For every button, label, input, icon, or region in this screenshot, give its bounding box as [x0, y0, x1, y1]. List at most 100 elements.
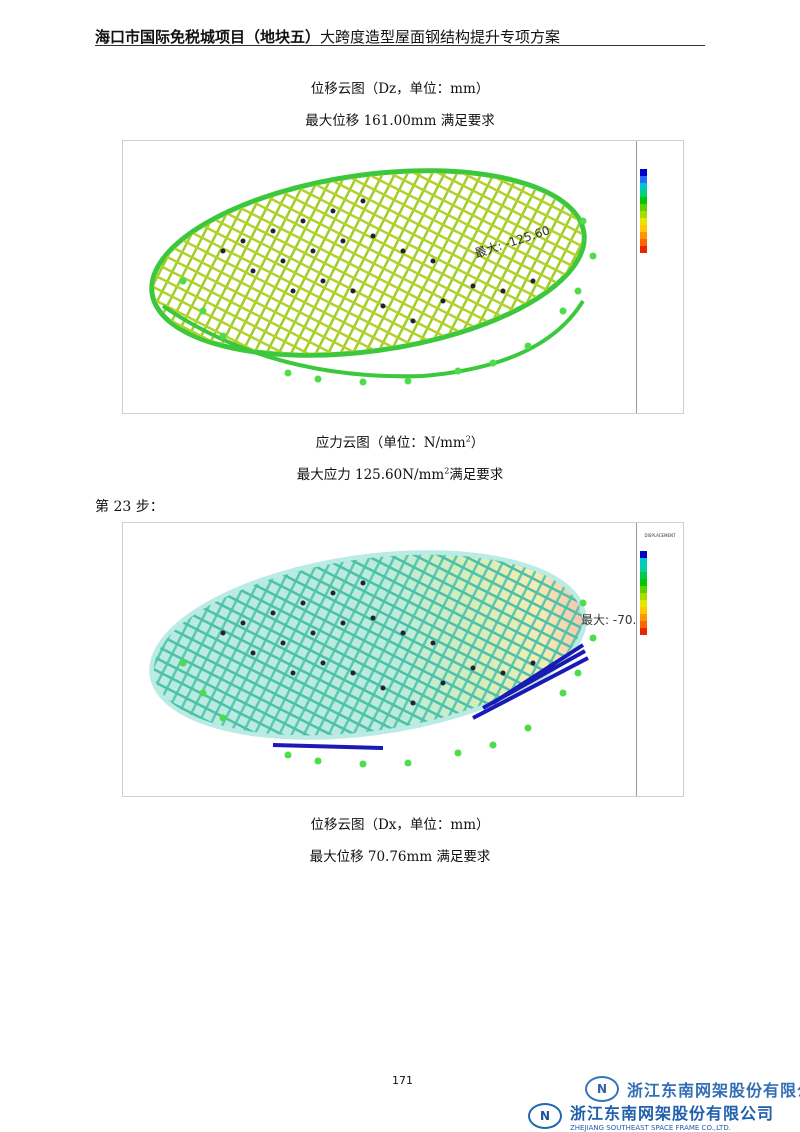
- lifting-point: [290, 670, 296, 676]
- max-value-label: 最大: -70.7: [581, 613, 644, 627]
- lifting-point: [370, 233, 376, 239]
- legend-swatch: [640, 218, 647, 225]
- lifting-point: [380, 303, 386, 309]
- legend-swatch: [640, 246, 647, 253]
- lifting-point: [250, 650, 256, 656]
- lifting-point: [350, 670, 356, 676]
- logo-mark-icon: N: [528, 1103, 562, 1129]
- support-node: [314, 375, 322, 383]
- legend-swatch: [640, 169, 647, 176]
- legend-swatch: [640, 565, 647, 572]
- support-node: [489, 741, 497, 749]
- lifting-point: [330, 590, 336, 596]
- support-node: [589, 634, 597, 642]
- caption-text-end: 满足要求: [449, 467, 504, 483]
- caption-text-end: ）: [470, 435, 485, 451]
- legend-swatch: [640, 628, 647, 635]
- lifting-point: [470, 283, 476, 289]
- legend-swatch: [640, 204, 647, 211]
- support-nodes: [179, 198, 597, 386]
- legend-swatch: [640, 586, 647, 593]
- caption-sup: 2: [444, 466, 450, 476]
- caption-max-displacement-1: 最大位移 161.00mm 满足要求: [305, 113, 495, 129]
- lifting-point: [240, 620, 246, 626]
- lifting-point: [360, 198, 366, 204]
- lifting-point: [440, 298, 446, 304]
- legend-swatch: [640, 190, 647, 197]
- support-node: [179, 659, 187, 667]
- lifting-point: [410, 700, 416, 706]
- lifting-point: [290, 288, 296, 294]
- support-node: [219, 332, 227, 340]
- lifting-point: [360, 580, 366, 586]
- support-node: [559, 689, 567, 697]
- legend-swatch: [640, 572, 647, 579]
- caption-text: 最大应力 125.60N/mm: [296, 467, 445, 483]
- lifting-point: [280, 640, 286, 646]
- legend-swatch: [640, 558, 647, 565]
- support-node: [404, 759, 412, 767]
- support-node: [524, 342, 532, 350]
- caption-dx: 位移云图（Dx，单位：mm）: [310, 817, 490, 833]
- lifting-point: [320, 278, 326, 284]
- lifting-point: [400, 630, 406, 636]
- support-node: [524, 724, 532, 732]
- legend-swatch: [640, 211, 647, 218]
- lifting-point: [310, 630, 316, 636]
- header-title-bold: 海口市国际免税城项目（地块五）: [95, 28, 321, 46]
- displacement-contour-figure: 最大: -70.7 DISPLACEMENT: [122, 522, 684, 797]
- lifting-point: [310, 248, 316, 254]
- color-legend: DISPLACEMENT: [636, 523, 683, 796]
- legend-swatch: [640, 579, 647, 586]
- caption-dz: 位移云图（Dz，单位：mm）: [310, 81, 490, 97]
- company-name-cn: 浙江东南网架股份有限公司: [570, 1104, 775, 1123]
- legend-swatch: [640, 593, 647, 600]
- legend-swatch: [640, 183, 647, 190]
- lifting-point: [530, 278, 536, 284]
- support-node: [359, 378, 367, 386]
- lifting-point: [280, 258, 286, 264]
- lifting-point: [220, 630, 226, 636]
- lifting-point: [470, 665, 476, 671]
- support-node: [314, 757, 322, 765]
- legend-color-bars: [640, 169, 647, 253]
- lifting-point: [430, 258, 436, 264]
- stress-contour-figure: 最大: -125.60: [122, 140, 684, 414]
- roof-model-stress: [149, 168, 597, 386]
- caption-max-displacement-2: 最大位移 70.76mm 满足要求: [309, 849, 491, 865]
- lifting-point: [370, 615, 376, 621]
- lifting-point: [340, 620, 346, 626]
- caption-stress: 应力云图（单位：N/mm2）: [0, 431, 800, 452]
- lifting-point: [500, 670, 506, 676]
- caption-text: 应力云图（单位：N/mm: [315, 435, 466, 451]
- header-title-rest: 大跨度造型屋面钢结构提升专项方案: [320, 28, 561, 46]
- legend-title: DISPLACEMENT: [644, 533, 676, 538]
- lifting-point: [430, 640, 436, 646]
- support-node: [359, 760, 367, 768]
- support-node: [489, 359, 497, 367]
- page-header: 海口市国际免税城项目（地块五）大跨度造型屋面钢结构提升专项方案: [95, 26, 705, 46]
- lifting-point: [270, 610, 276, 616]
- lifting-point: [240, 238, 246, 244]
- support-node: [179, 277, 187, 285]
- legend-swatch: [640, 197, 647, 204]
- lifting-point: [410, 318, 416, 324]
- support-node: [199, 307, 207, 315]
- support-node: [559, 307, 567, 315]
- company-name-cn: 浙江东南网架股份有限公司: [627, 1081, 800, 1100]
- legend-swatch: [640, 600, 647, 607]
- lifting-point: [340, 238, 346, 244]
- legend-swatch: [640, 176, 647, 183]
- company-logo-back: N 浙江东南网架股份有限公司: [585, 1076, 800, 1102]
- legend-swatch: [640, 607, 647, 614]
- lifting-point: [250, 268, 256, 274]
- support-node: [574, 287, 582, 295]
- legend-swatch: [640, 614, 647, 621]
- lifting-point: [440, 680, 446, 686]
- lifting-point: [330, 208, 336, 214]
- logo-mark-icon: N: [585, 1076, 619, 1102]
- page-number: 171: [392, 1074, 413, 1087]
- support-node: [284, 751, 292, 759]
- lifting-point: [270, 228, 276, 234]
- color-legend: [636, 141, 683, 413]
